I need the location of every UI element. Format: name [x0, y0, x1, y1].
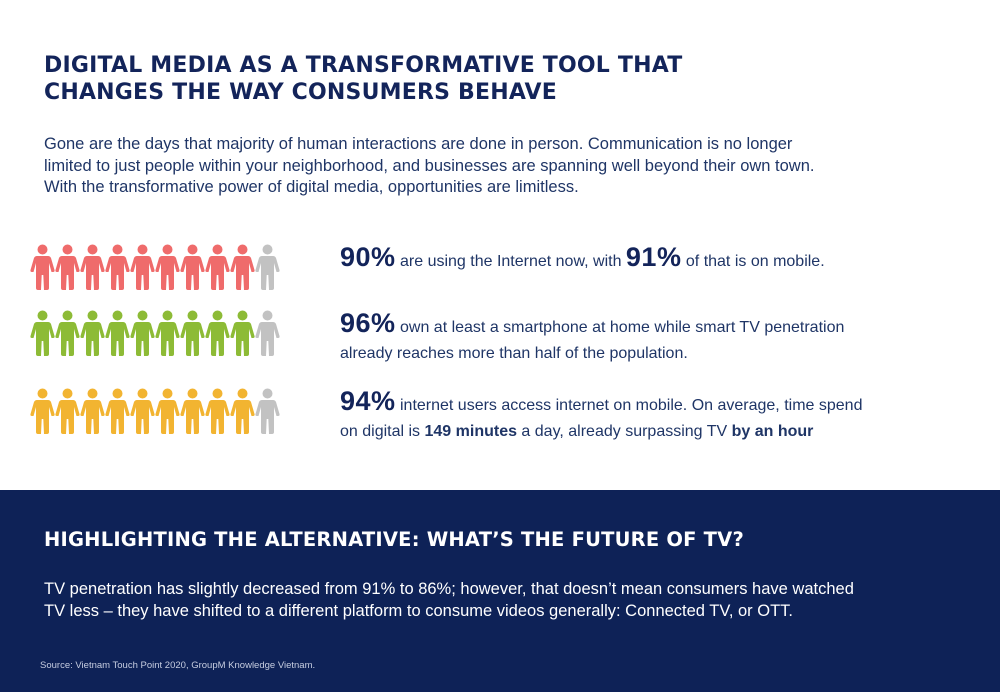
stat-emphasis: by an hour [731, 423, 814, 440]
page-title-line: CHANGES THE WAY CONSUMERS BEHAVE [44, 80, 558, 105]
stat-percent: 90% [340, 242, 396, 272]
page-title-line: DIGITAL MEDIA AS A TRANSFORMATIVE TOOL T… [44, 53, 683, 78]
person-icon [130, 310, 155, 356]
stat-percent: 94% [340, 386, 396, 416]
intro-line: With the transformative power of digital… [44, 178, 579, 196]
people-pictogram [30, 388, 315, 434]
stat-text: 96% own at least a smartphone at home wh… [340, 310, 940, 367]
stat-text: 94% internet users access internet on mo… [340, 388, 940, 445]
intro-paragraph: Gone are the days that majority of human… [44, 134, 944, 199]
person-icon [255, 388, 280, 434]
stat-percent: 91% [625, 242, 682, 272]
person-icon [105, 244, 130, 290]
person-icon [30, 310, 55, 356]
person-icon [55, 310, 80, 356]
intro-line: Gone are the days that majority of human… [44, 135, 793, 153]
stat-row-mobile: 94% internet users access internet on mo… [30, 388, 950, 448]
stat-text-part: a day, already surpassing TV [516, 423, 732, 440]
person-icon [130, 388, 155, 434]
stat-text-part: on digital is [340, 423, 425, 440]
future-of-tv-banner: HIGHLIGHTING THE ALTERNATIVE: WHAT’S THE… [0, 490, 1000, 692]
top-section: DIGITAL MEDIA AS A TRANSFORMATIVE TOOL T… [30, 52, 950, 448]
person-icon [255, 244, 280, 290]
person-icon [80, 310, 105, 356]
person-icon [180, 388, 205, 434]
person-icon [205, 388, 230, 434]
person-icon [130, 244, 155, 290]
person-icon [180, 310, 205, 356]
banner-line: TV penetration has slightly decreased fr… [44, 580, 854, 598]
people-pictogram [30, 244, 315, 290]
banner-title: HIGHLIGHTING THE ALTERNATIVE: WHAT’S THE… [44, 528, 744, 551]
page-title: DIGITAL MEDIA AS A TRANSFORMATIVE TOOL T… [44, 52, 804, 106]
person-icon [55, 388, 80, 434]
person-icon [230, 244, 255, 290]
person-icon [205, 244, 230, 290]
person-icon [30, 244, 55, 290]
stat-text-part: own at least a smartphone at home while … [395, 319, 845, 336]
intro-line: limited to just people within your neigh… [44, 156, 815, 175]
banner-line: TV less – they have shifted to a differe… [44, 602, 794, 620]
person-icon [205, 310, 230, 356]
person-icon [105, 310, 130, 356]
stat-row-internet: 90% are using the Internet now, with 91%… [30, 244, 950, 304]
stat-text: 90% are using the Internet now, with 91%… [340, 244, 940, 275]
people-pictogram [30, 310, 315, 356]
person-icon [255, 310, 280, 356]
person-icon [155, 244, 180, 290]
source-note: Source: Vietnam Touch Point 2020, GroupM… [40, 660, 316, 671]
person-icon [30, 388, 55, 434]
stat-text-part: internet users access internet on mobile… [395, 397, 863, 414]
person-icon [80, 388, 105, 434]
person-icon [55, 244, 80, 290]
stat-text-part: already reaches more than half of the po… [340, 345, 688, 362]
person-icon [105, 388, 130, 434]
person-icon [155, 388, 180, 434]
stat-emphasis: 149 minutes [424, 423, 517, 440]
person-icon [155, 310, 180, 356]
person-icon [230, 388, 255, 434]
banner-paragraph: TV penetration has slightly decreased fr… [44, 578, 964, 622]
stat-row-smartphone: 96% own at least a smartphone at home wh… [30, 310, 950, 370]
person-icon [80, 244, 105, 290]
person-icon [180, 244, 205, 290]
stat-text-part: of that is on mobile. [681, 253, 825, 270]
person-icon [230, 310, 255, 356]
stat-percent: 96% [340, 308, 396, 338]
stat-text-part: are using the Internet now, with [395, 253, 626, 270]
